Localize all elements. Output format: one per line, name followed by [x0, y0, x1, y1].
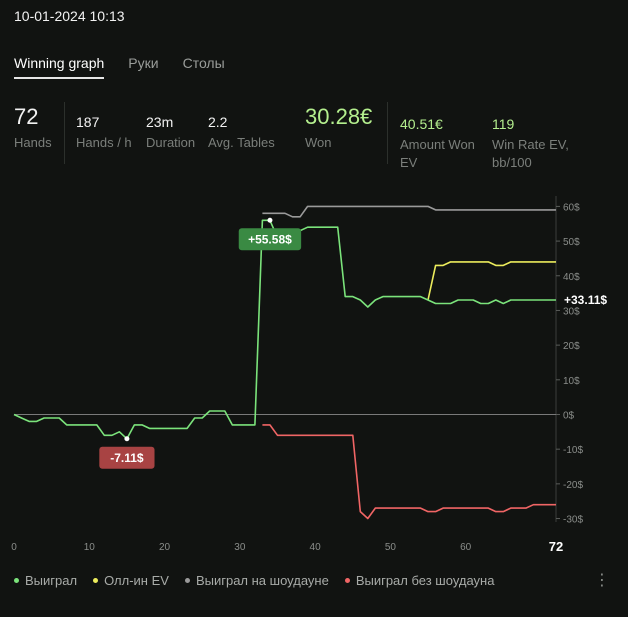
- legend-swatch-won: [14, 578, 19, 583]
- kebab-icon[interactable]: ⋮: [594, 572, 610, 589]
- tab-bar: Winning graph Руки Столы: [14, 55, 225, 79]
- annotation-badge: [99, 446, 155, 469]
- stat-amount-won-ev-label-line2: EV: [400, 155, 418, 170]
- legend-item-won[interactable]: Выиграл: [14, 573, 77, 588]
- stat-win-rate-ev-value: 119: [492, 116, 515, 132]
- y-tick-label: 10$: [563, 376, 580, 387]
- annotation-point: [124, 436, 130, 442]
- stats-bar: 72 Hands 187 Hands / h 23m Duration 2.2 …: [14, 102, 614, 174]
- y-tick-label: -10$: [563, 445, 583, 456]
- x-tick-label: 30: [234, 542, 246, 553]
- y-tick-label: -30$: [563, 515, 583, 526]
- series-line-no-showdown: [262, 424, 556, 520]
- stat-amount-won-ev-label: Amount Won EV: [400, 136, 475, 172]
- legend-label-won: Выиграл: [25, 573, 78, 588]
- stat-duration-value: 23m: [146, 114, 174, 130]
- series-line-allin-ev: [427, 261, 556, 301]
- legend-item-no-showdown[interactable]: Выиграл без шоудауна: [344, 573, 495, 588]
- y-tick-label: 20$: [563, 341, 580, 352]
- stat-hands-value: 72: [14, 104, 39, 129]
- legend-label-no-showdown: Выиграл без шоудауна: [355, 573, 495, 588]
- x-tick-label: 50: [385, 542, 397, 553]
- stat-won: 30.28€ Won: [305, 104, 372, 152]
- stat-hands-per-hour-label: Hands / h: [76, 135, 132, 150]
- legend-swatch-allin-ev: [93, 578, 99, 583]
- legend-label-allin-ev: Олл-ин EV: [104, 573, 169, 588]
- stat-won-value: 30.28€: [305, 104, 373, 129]
- legend-swatch-showdown: [184, 578, 190, 583]
- end-value-label: +33.11$: [564, 293, 607, 307]
- stat-win-rate-ev-label-line1: Win Rate EV,: [492, 137, 569, 152]
- tab-winning-graph[interactable]: Winning graph: [14, 55, 105, 79]
- y-tick-label: -20$: [563, 480, 583, 491]
- stat-amount-won-ev-value: 40.51€: [400, 116, 443, 132]
- stat-hands-label: Hands: [14, 135, 52, 150]
- x-tick-label: 20: [159, 542, 171, 553]
- tab-hands[interactable]: Руки: [128, 55, 159, 71]
- stat-amount-won-ev: 40.51€ Amount Won EV: [400, 116, 475, 172]
- y-tick-label: 30$: [563, 306, 580, 317]
- session-datetime: 10-01-2024 10:13: [14, 8, 125, 24]
- stat-won-label: Won: [305, 135, 332, 150]
- stat-hands: 72 Hands: [14, 104, 52, 152]
- annotation-badge: [238, 228, 302, 251]
- annotation-label: +55.58$: [248, 232, 292, 246]
- x-tick-label: 10: [84, 542, 96, 553]
- annotation-label: -7.11$: [110, 451, 144, 465]
- stat-win-rate-ev: 119 Win Rate EV, bb/100: [492, 116, 569, 172]
- winning-graph-chart: 60$ 50$ 40$ 30$ 20$ 10$ 0$ -10$ -20$ -30$ 0 10 20 30 4…: [11, 196, 607, 554]
- stat-avg-tables: 2.2 Avg. Tables: [208, 114, 275, 152]
- stat-duration-label: Duration: [146, 135, 196, 150]
- annotation-point: [267, 217, 273, 223]
- stat-avg-tables-label: Avg. Tables: [208, 135, 275, 150]
- x-tick-label: 60: [460, 542, 472, 553]
- x-tick-label: 0: [11, 542, 17, 553]
- series-line-won: [13, 219, 556, 440]
- stat-duration: 23m Duration: [146, 114, 195, 152]
- x-end-label: 72: [549, 539, 563, 554]
- legend-swatch-no-showdown: [344, 578, 350, 583]
- legend-item-allin-ev[interactable]: Олл-ин EV: [93, 573, 169, 588]
- y-tick-label: 40$: [563, 272, 580, 283]
- stat-win-rate-ev-label-line2: bb/100: [492, 155, 532, 170]
- stat-hands-per-hour-value: 187: [76, 114, 100, 130]
- stats-divider: [64, 102, 65, 164]
- tab-tables[interactable]: Столы: [182, 55, 225, 71]
- stat-win-rate-ev-label: Win Rate EV, bb/100: [492, 136, 569, 172]
- y-tick-label: 60$: [563, 202, 580, 213]
- legend-item-showdown[interactable]: Выиграл на шоудауне: [184, 573, 329, 588]
- stat-avg-tables-value: 2.2: [208, 114, 228, 130]
- series-line-showdown: [262, 205, 556, 218]
- legend-label-showdown: Выиграл на шоудауне: [195, 573, 329, 588]
- stat-hands-per-hour: 187 Hands / h: [76, 114, 132, 152]
- x-tick-label: 40: [310, 542, 322, 553]
- stats-divider: [387, 102, 388, 164]
- y-tick-label: 50$: [563, 237, 580, 248]
- chart-legend: Выиграл Олл-ин EV Выиграл на шоудауне Вы…: [14, 573, 494, 588]
- stat-amount-won-ev-label-line1: Amount Won: [400, 137, 475, 152]
- y-tick-label: 0$: [563, 410, 575, 421]
